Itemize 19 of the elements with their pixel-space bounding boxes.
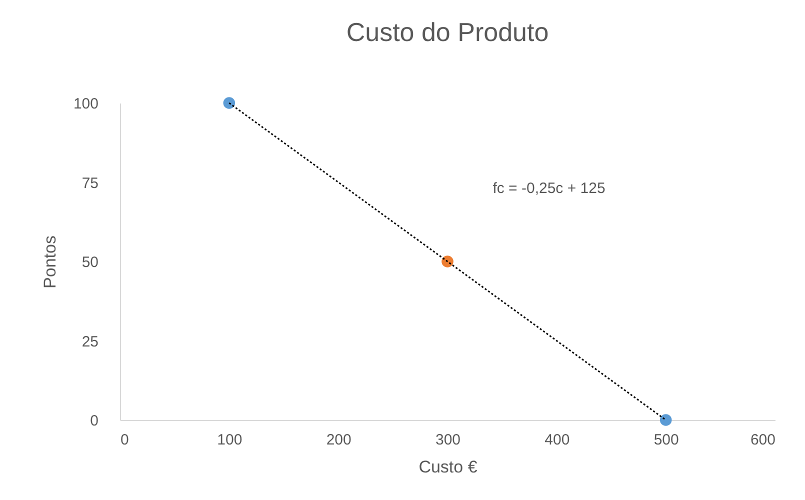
- y-axis-title: Pontos: [40, 236, 60, 288]
- x-tick-label: 600: [750, 432, 776, 448]
- chart-title: Custo do Produto: [346, 17, 549, 47]
- y-tick-label: 50: [82, 254, 98, 271]
- point: [442, 256, 454, 268]
- y-tick-label: 100: [73, 96, 98, 112]
- x-tick-label: 100: [217, 432, 242, 448]
- x-tick-label: 400: [544, 432, 570, 448]
- point: [660, 414, 672, 426]
- x-axis-title: Custo €: [418, 458, 478, 476]
- x-tick-label: 0: [120, 432, 129, 448]
- x-tick-label: 500: [654, 432, 679, 448]
- y-tick-label: 75: [82, 174, 98, 192]
- x-tick-label: 300: [435, 432, 461, 448]
- annotation: fc = -0,25c + 125: [492, 180, 606, 197]
- point: [223, 97, 236, 109]
- y-tick-label: 0: [90, 412, 98, 430]
- x-tick-label: 200: [326, 432, 352, 448]
- y-tick-label: 25: [82, 333, 98, 350]
